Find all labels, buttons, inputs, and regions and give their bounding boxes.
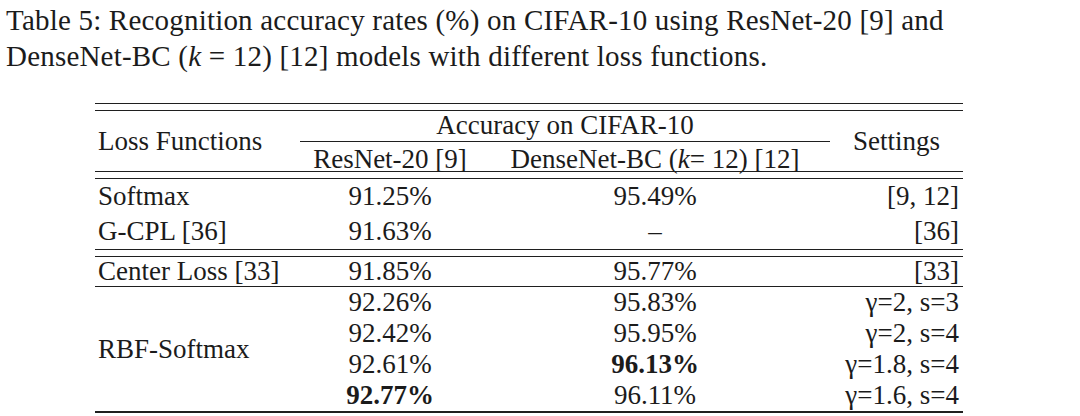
caption-line-2: DenseNet-BC (k = 12) [12] models with di…: [6, 38, 1078, 74]
settings-cell: γ=2, s=4: [830, 318, 963, 349]
loss-cell: Softmax: [95, 179, 300, 214]
results-table: Loss Functions Accuracy on CIFAR-10 ResN…: [95, 103, 963, 413]
col-header-settings: Settings: [830, 111, 963, 171]
densenet-accuracy-cell: 96.11%: [480, 380, 830, 411]
col-header-densenet: DenseNet-BC (k = 12) [12]: [480, 144, 830, 175]
densenet-accuracy-cell: 95.83%: [480, 287, 830, 318]
table-caption: Table 5: Recognition accuracy rates (%) …: [6, 2, 1078, 74]
loss-cell: Center Loss [33]: [95, 257, 300, 286]
sub-header-row: ResNet-20 [9] DenseNet-BC (k = 12) [12]: [300, 144, 830, 171]
cmidrule: [300, 141, 830, 142]
settings-cell: γ=1.8, s=4: [830, 349, 963, 380]
col-group-header-accuracy: Accuracy on CIFAR-10: [300, 111, 830, 140]
settings-cell: γ=1.6, s=4: [830, 380, 963, 411]
resnet-accuracy-cell: 91.85%: [300, 257, 480, 286]
loss-cell: G-CPL [36]: [95, 214, 300, 249]
densenet-accuracy-cell-best: 96.13%: [480, 349, 830, 380]
settings-cell: [36]: [830, 214, 963, 249]
accuracy-group-header: Accuracy on CIFAR-10 ResNet-20 [9] Dense…: [300, 111, 830, 171]
table-group-baselines: Softmax 91.25% 95.49% [9, 12] G-CPL [36]…: [95, 179, 963, 249]
caption-line-2-prefix: DenseNet-BC (: [6, 40, 188, 72]
table-group-center-loss: Center Loss [33] 91.85% 95.77% [33]: [95, 257, 963, 286]
caption-line-2-suffix: = 12) [12] models with different loss fu…: [201, 40, 767, 72]
settings-cell: [9, 12]: [830, 179, 963, 214]
resnet-accuracy-cell: 91.25%: [300, 179, 480, 214]
caption-line-1-text: Table 5: Recognition accuracy rates (%) …: [6, 4, 944, 36]
settings-cell: [33]: [830, 257, 963, 286]
resnet-accuracy-cell: 91.63%: [300, 214, 480, 249]
caption-line-1: Table 5: Recognition accuracy rates (%) …: [6, 2, 1078, 38]
densenet-accuracy-cell: 95.49%: [480, 179, 830, 214]
densenet-header-variable-k: k: [678, 144, 690, 175]
densenet-header-prefix: DenseNet-BC (: [511, 144, 678, 175]
resnet-accuracy-cell: 92.61%: [300, 349, 480, 380]
loss-cell-rbf-softmax: RBF-Softmax: [95, 287, 300, 411]
densenet-accuracy-cell: 95.95%: [480, 318, 830, 349]
densenet-header-suffix: = 12) [12]: [690, 144, 800, 175]
table-header: Loss Functions Accuracy on CIFAR-10 ResN…: [95, 111, 963, 171]
col-header-resnet: ResNet-20 [9]: [300, 144, 480, 175]
resnet-accuracy-cell: 92.42%: [300, 318, 480, 349]
table-group-rbf-softmax: RBF-Softmax 92.26% 95.83% γ=2, s=3 92.42…: [95, 287, 963, 411]
table-bottom-rule: [95, 411, 963, 413]
densenet-accuracy-cell: –: [480, 214, 830, 249]
col-header-loss-functions: Loss Functions: [95, 111, 300, 171]
caption-variable-k: k: [188, 40, 201, 72]
densenet-accuracy-cell: 95.77%: [480, 257, 830, 286]
settings-cell: γ=2, s=3: [830, 287, 963, 318]
resnet-accuracy-cell: 92.26%: [300, 287, 480, 318]
resnet-accuracy-cell-best: 92.77%: [300, 380, 480, 411]
page: Table 5: Recognition accuracy rates (%) …: [0, 0, 1080, 416]
